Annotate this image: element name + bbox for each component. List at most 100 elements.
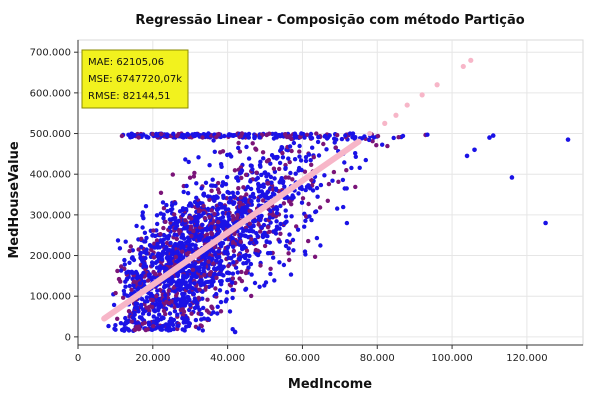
data-point — [231, 248, 237, 254]
data-point — [237, 149, 243, 154]
data-point — [129, 256, 135, 261]
data-point — [280, 155, 286, 160]
data-point — [294, 224, 299, 229]
data-point — [202, 262, 207, 267]
data-point — [139, 273, 144, 278]
data-point — [122, 266, 127, 271]
metrics-box-background — [81, 49, 189, 109]
data-point — [293, 171, 298, 176]
data-point — [118, 321, 124, 326]
data-point — [230, 276, 235, 281]
data-point — [115, 238, 121, 243]
data-point — [244, 144, 249, 150]
data-point — [343, 133, 348, 138]
data-point — [156, 251, 161, 256]
data-point — [267, 240, 272, 245]
data-point — [247, 253, 252, 259]
data-point — [280, 145, 285, 150]
data-point — [273, 131, 278, 136]
data-point — [158, 238, 163, 243]
data-point — [200, 222, 205, 228]
data-point — [261, 156, 266, 161]
data-point — [177, 287, 183, 293]
data-point — [213, 252, 218, 257]
data-point — [249, 237, 254, 242]
data-point — [243, 270, 249, 276]
data-point — [151, 228, 156, 233]
data-point — [238, 200, 243, 205]
data-point — [155, 288, 160, 293]
data-point — [229, 255, 234, 261]
data-point — [163, 219, 168, 224]
data-point — [171, 317, 177, 323]
data-point — [151, 324, 156, 329]
data-point — [155, 221, 160, 227]
data-point — [263, 280, 269, 285]
data-point — [207, 197, 212, 202]
data-point — [178, 302, 183, 308]
data-point — [339, 136, 345, 142]
data-point — [262, 193, 267, 198]
data-point — [209, 188, 214, 193]
data-point — [251, 195, 257, 200]
data-point — [341, 204, 346, 210]
data-point — [267, 229, 272, 234]
data-point — [260, 150, 266, 155]
data-point — [302, 224, 307, 229]
data-point — [131, 283, 136, 288]
data-point — [340, 177, 346, 183]
data-point — [136, 135, 141, 140]
data-point — [180, 132, 185, 137]
data-point — [281, 201, 287, 206]
data-point — [195, 222, 200, 227]
data-point — [229, 154, 234, 159]
data-point — [326, 181, 332, 187]
data-point — [314, 131, 319, 136]
data-point — [170, 275, 175, 280]
data-point — [226, 214, 231, 219]
data-point — [168, 207, 173, 213]
data-point — [225, 224, 230, 229]
data-point — [201, 132, 206, 137]
x-tick-label: 60.000 — [285, 353, 320, 364]
data-point — [124, 319, 129, 324]
data-point — [194, 181, 199, 186]
data-point — [184, 183, 189, 189]
data-point — [218, 309, 224, 314]
data-point — [238, 195, 243, 200]
data-point — [196, 155, 201, 160]
data-point — [256, 186, 261, 192]
data-point — [201, 316, 207, 321]
data-point — [200, 328, 205, 333]
metric-line: MAE: 62105,06 — [88, 57, 164, 68]
regression-point — [460, 63, 466, 70]
data-point — [205, 316, 211, 321]
data-point — [139, 236, 144, 241]
data-point — [298, 158, 304, 163]
data-point — [185, 131, 190, 137]
data-point — [121, 295, 126, 300]
data-point — [171, 221, 177, 227]
metrics-box: MAE: 62105,06 MSE: 6747720,07k RMSE: 82144… — [81, 49, 189, 109]
data-point — [181, 309, 187, 314]
data-point — [268, 250, 273, 256]
data-point — [265, 181, 271, 186]
data-point — [248, 186, 254, 192]
y-tick-label: 300.000 — [30, 210, 71, 221]
data-point — [303, 155, 309, 160]
data-point — [156, 256, 162, 261]
data-point — [241, 261, 246, 266]
data-point — [282, 184, 287, 189]
data-point — [174, 293, 179, 298]
data-point — [181, 273, 186, 278]
data-point — [146, 322, 152, 327]
data-point — [265, 234, 270, 239]
data-point — [183, 316, 188, 322]
data-point — [195, 217, 200, 222]
data-point — [306, 201, 311, 207]
data-point — [216, 132, 221, 137]
data-point — [159, 304, 164, 309]
data-point — [235, 270, 240, 275]
data-point — [249, 163, 254, 169]
data-point — [287, 159, 292, 165]
